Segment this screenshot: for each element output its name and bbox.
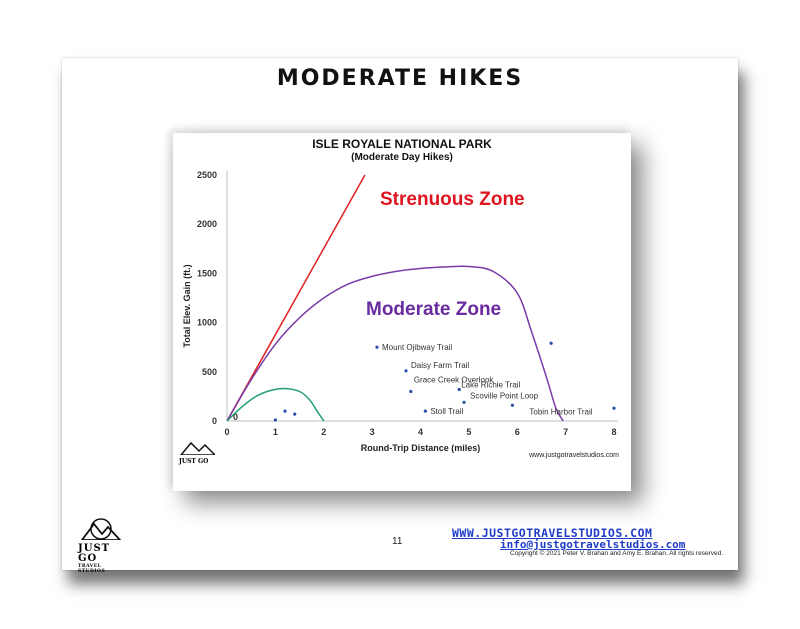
data-point	[510, 403, 515, 407]
data-label: Stoll Trail	[430, 407, 463, 416]
x-tick-label: 6	[515, 427, 520, 437]
data-point	[293, 412, 297, 416]
y-axis-title: Total Elev. Gain (ft.)	[182, 264, 192, 347]
y-tick-label: 1000	[197, 318, 217, 328]
chart-panel: 0 1 2 3 4 5 6 7 8 0 500 1000 1500 2000 2500 0 Round-Trip…	[173, 133, 631, 491]
chart-svg: 0 1 2 3 4 5 6 7 8 0 500 1000 1500 2000 2500 0 Round-Trip…	[182, 170, 618, 453]
data-label: Tobin Harbor Trail	[529, 407, 592, 416]
data-label: Lake Richie Trail	[461, 381, 520, 390]
page-number: 11	[392, 536, 403, 547]
mountain-logo-icon	[179, 441, 217, 456]
copyright-text: Copyright © 2021 Peter V. Brahan and Amy…	[510, 550, 724, 557]
x-tick-label: 7	[563, 427, 568, 437]
email-link[interactable]: info@justgotravelstudios.com	[500, 538, 686, 551]
data-point	[375, 345, 379, 349]
y-tick-label: 1500	[197, 268, 217, 278]
easy-boundary-line	[226, 387, 325, 422]
data-point	[283, 409, 287, 413]
strenuous-zone-label: Strenuous Zone	[380, 189, 525, 210]
y-tick-label: 2500	[197, 170, 217, 180]
slide-title: MODERATE HIKES	[276, 66, 524, 91]
chart-subtitle: (Moderate Day Hikes)	[351, 152, 453, 163]
data-point	[612, 406, 616, 410]
data-point	[457, 387, 461, 392]
footer-logo-subtext: TRAVEL STUDIOS	[78, 564, 106, 574]
x-tick-label: 3	[370, 427, 375, 437]
strenuous-boundary-line	[226, 174, 366, 422]
chart-credit: www.justgotravelstudios.com	[529, 452, 619, 459]
x-axis-title: Round-Trip Distance (miles)	[361, 443, 481, 453]
data-label: Grace Creek Overlook	[414, 375, 495, 384]
data-point	[409, 389, 413, 394]
y-tick-label: 2000	[197, 219, 217, 229]
x-tick-label: 8	[611, 427, 616, 437]
mountain-logo-icon	[80, 518, 123, 541]
x-tick-label: 1	[273, 427, 278, 437]
y-tick-label: 500	[202, 367, 217, 377]
x-tick-label: 2	[321, 427, 326, 437]
data-point	[423, 409, 427, 413]
chart-title: ISLE ROYALE NATIONAL PARK	[312, 137, 492, 151]
chart-logo: JUST GO	[179, 439, 219, 465]
moderate-boundary-line	[226, 265, 564, 422]
y-tick-label: 0	[212, 416, 217, 426]
data-point	[273, 418, 277, 422]
footer-logo-text: JUST GO	[78, 543, 111, 564]
x-tick-label: 4	[418, 427, 423, 437]
moderate-zone-label: Moderate Zone	[366, 299, 502, 320]
website-link[interactable]: WWW.JUSTGOTRAVELSTUDIOS.COM	[452, 526, 653, 540]
data-point	[462, 400, 466, 404]
chart-logo-text: JUST GO	[179, 458, 209, 465]
data-point	[549, 341, 553, 345]
x-tick-label: 0	[224, 427, 229, 437]
data-label: Mount Ojibway Trail	[382, 343, 452, 352]
data-point	[404, 369, 408, 373]
data-label: Daisy Farm Trail	[411, 361, 469, 370]
footer-logo: JUST GO TRAVEL STUDIOS	[78, 518, 128, 574]
x-tick-label: 5	[466, 427, 471, 437]
origin-label: 0	[233, 412, 238, 422]
data-label: Scoville Point Loop	[470, 391, 539, 400]
